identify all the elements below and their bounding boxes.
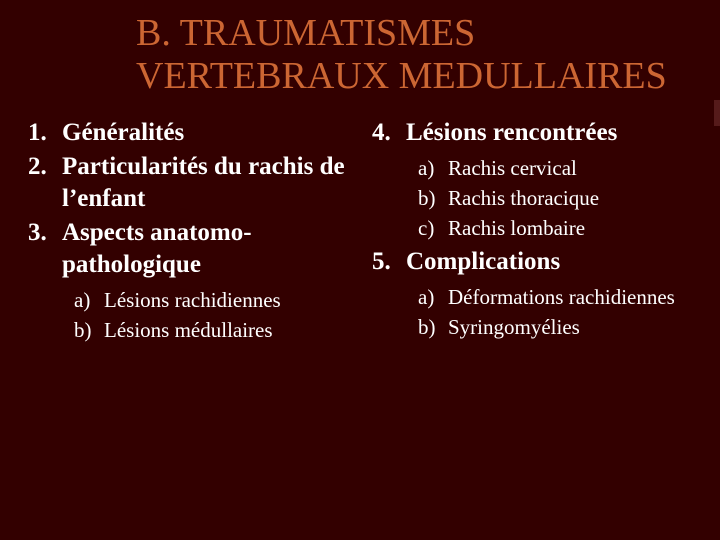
right-item-5: 5. Complications (372, 246, 692, 278)
list-item: 4. Lésions rencontrées (372, 117, 692, 149)
item-marker: 5. (372, 246, 406, 278)
sub-list-item: a) Rachis cervical (418, 155, 692, 183)
item-text: Lésions rencontrées (406, 117, 692, 149)
slide-title: B. TRAUMATISMES VERTEBRAUX MEDULLAIRES (136, 12, 692, 97)
item-text: Rachis thoracique (448, 185, 692, 213)
sub-list-item: b) Lésions médullaires (74, 317, 356, 345)
left-column: 1. Généralités 2. Particularités du rach… (28, 117, 356, 346)
item-marker: 3. (28, 217, 62, 281)
list-item: 2. Particularités du rachis de l’enfant (28, 151, 356, 215)
item-text: Complications (406, 246, 692, 278)
list-item: 3. Aspects anatomo-pathologique (28, 217, 356, 281)
item-text: Rachis lombaire (448, 215, 692, 243)
item-marker: a) (418, 155, 448, 183)
item-text: Aspects anatomo-pathologique (62, 217, 356, 281)
right-sub-list-4: a) Rachis cervical b) Rachis thoracique … (418, 155, 692, 242)
item-text: Rachis cervical (448, 155, 692, 183)
list-item: 5. Complications (372, 246, 692, 278)
item-marker: 4. (372, 117, 406, 149)
item-text: Syringomyélies (448, 314, 692, 342)
item-text: Lésions médullaires (104, 317, 356, 345)
item-marker: a) (418, 284, 448, 312)
item-text: Lésions rachidiennes (104, 287, 356, 315)
item-marker: b) (418, 185, 448, 213)
sub-list-item: a) Lésions rachidiennes (74, 287, 356, 315)
content-columns: 1. Généralités 2. Particularités du rach… (28, 117, 692, 346)
list-item: 1. Généralités (28, 117, 356, 149)
left-main-list: 1. Généralités 2. Particularités du rach… (28, 117, 356, 281)
item-marker: b) (74, 317, 104, 345)
left-sub-list-3: a) Lésions rachidiennes b) Lésions médul… (74, 287, 356, 344)
right-sub-list-5: a) Déformations rachidiennes b) Syringom… (418, 284, 692, 341)
right-column: 4. Lésions rencontrées a) Rachis cervica… (372, 117, 692, 346)
item-text: Particularités du rachis de l’enfant (62, 151, 356, 215)
decorative-edge (714, 100, 720, 126)
item-marker: 2. (28, 151, 62, 215)
sub-list-item: b) Syringomyélies (418, 314, 692, 342)
sub-list-item: c) Rachis lombaire (418, 215, 692, 243)
item-marker: 1. (28, 117, 62, 149)
item-marker: a) (74, 287, 104, 315)
item-marker: b) (418, 314, 448, 342)
item-marker: c) (418, 215, 448, 243)
sub-list-item: a) Déformations rachidiennes (418, 284, 692, 312)
item-text: Généralités (62, 117, 356, 149)
item-text: Déformations rachidiennes (448, 284, 692, 312)
right-item-4: 4. Lésions rencontrées (372, 117, 692, 149)
sub-list-item: b) Rachis thoracique (418, 185, 692, 213)
